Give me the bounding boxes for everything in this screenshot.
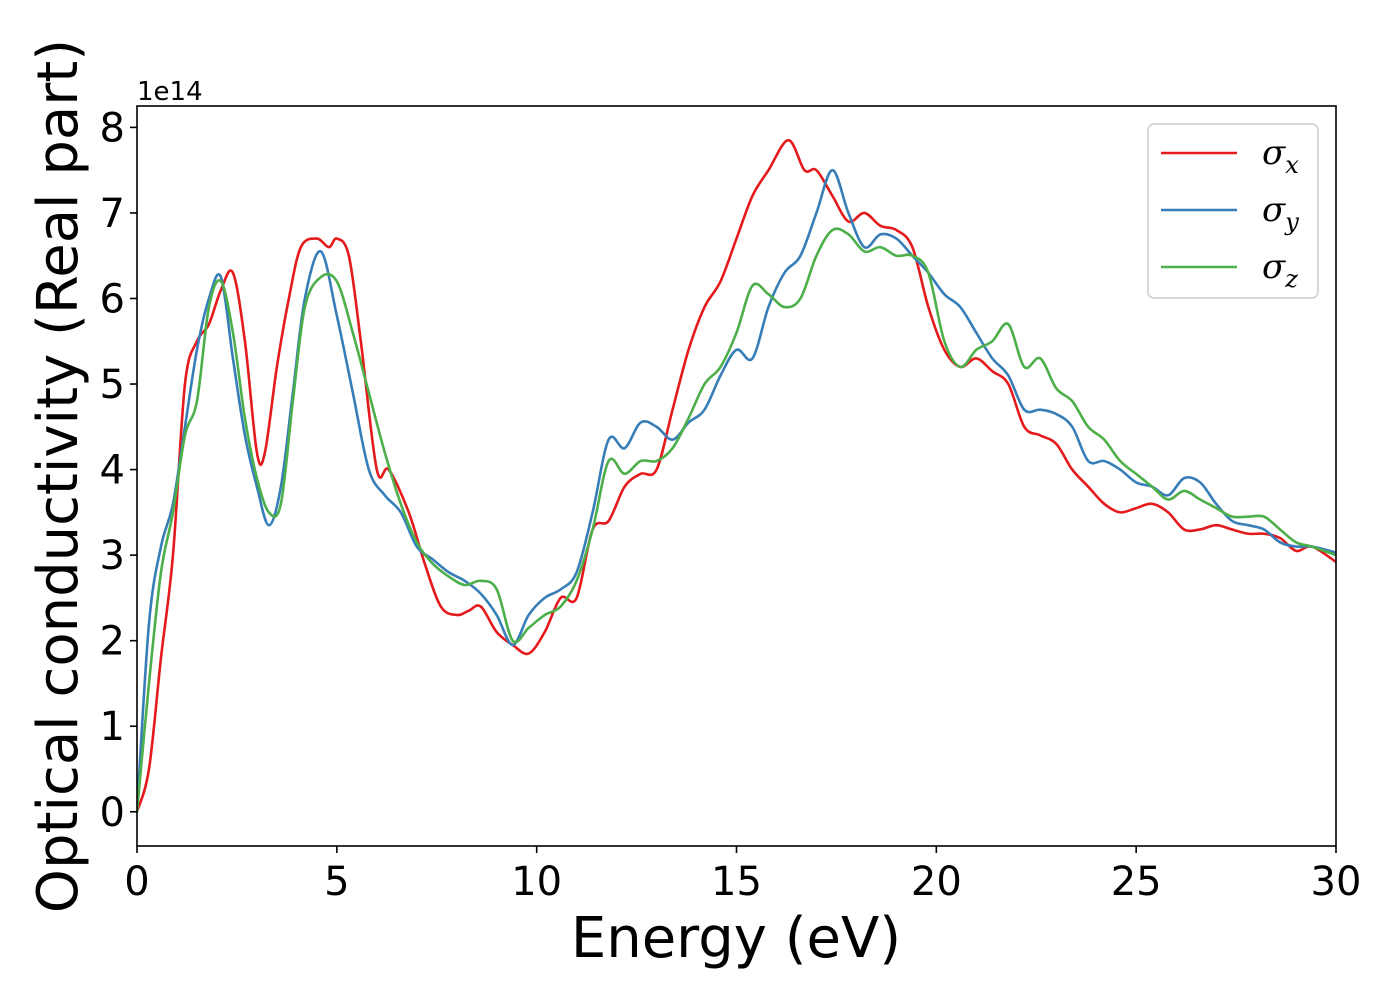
y-axis-label: Optical conductivity (Real part) xyxy=(26,39,91,913)
series-line-y xyxy=(137,168,1336,814)
x-tick-label: 30 xyxy=(1311,859,1362,905)
x-tick-label: 10 xyxy=(511,859,562,905)
y-tick-label: 0 xyxy=(100,790,125,836)
legend-subscript: y xyxy=(1284,208,1299,236)
legend-label-z: σz xyxy=(1262,247,1298,293)
y-tick-label: 8 xyxy=(100,105,125,151)
x-tick-label: 20 xyxy=(911,859,962,905)
x-tick-label: 5 xyxy=(324,859,349,905)
series-line-z xyxy=(137,227,1336,814)
legend-subscript: x xyxy=(1285,151,1299,179)
x-tick-label: 25 xyxy=(1111,859,1162,905)
y-tick-label: 2 xyxy=(100,619,125,665)
series-layer xyxy=(137,138,1336,814)
y-tick-label: 6 xyxy=(100,276,125,322)
legend-subscript: z xyxy=(1284,265,1298,293)
y-axis: 0 1 2 3 4 5 6 7 8 xyxy=(100,105,137,836)
legend-symbol: σ xyxy=(1262,133,1286,173)
y-tick-label: 4 xyxy=(100,448,125,494)
y-tick-label: 7 xyxy=(100,191,125,237)
x-axis: 0 5 10 15 20 25 30 xyxy=(124,846,1361,905)
x-tick-label: 15 xyxy=(711,859,762,905)
x-axis-label: Energy (eV) xyxy=(571,906,901,971)
legend-symbol: σ xyxy=(1262,190,1286,230)
y-tick-label: 3 xyxy=(100,533,125,579)
legend-label-y: σy xyxy=(1262,190,1299,236)
y-tick-label: 1 xyxy=(100,704,125,750)
legend-symbol: σ xyxy=(1262,247,1286,287)
legend-label-x: σx xyxy=(1262,133,1299,179)
series-line-x xyxy=(137,138,1336,814)
y-offset-label: 1e14 xyxy=(137,77,203,107)
x-tick-label: 0 xyxy=(124,859,149,905)
y-tick-label: 5 xyxy=(100,362,125,408)
